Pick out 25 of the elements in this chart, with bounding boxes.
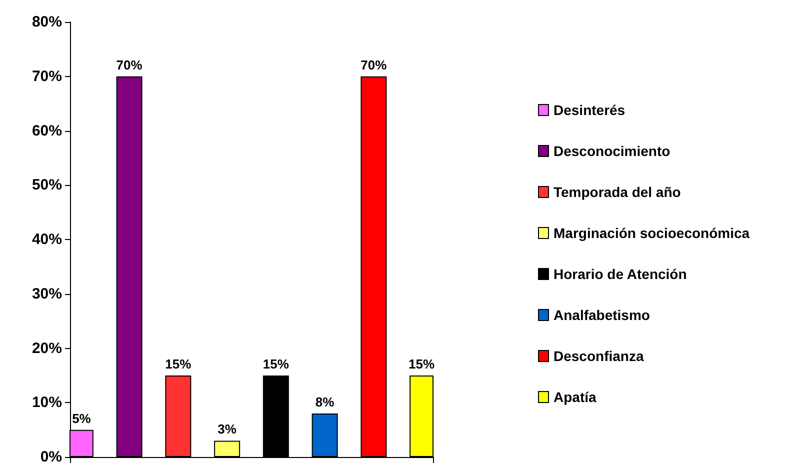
y-tick-label: 20% — [32, 340, 62, 357]
legend-label: Desconfianza — [554, 348, 644, 364]
y-tick-label: 0% — [40, 448, 62, 465]
data-label: 3% — [218, 422, 237, 437]
data-label: 70% — [360, 57, 388, 72]
legend-label: Marginación socioeconómica — [554, 225, 750, 241]
legend-label: Apatía — [554, 389, 596, 405]
data-label: 15% — [408, 356, 435, 372]
y-tick-label: 10% — [32, 394, 62, 412]
data-label: 70% — [116, 57, 143, 72]
y-tick-label: 60% — [32, 122, 62, 140]
y-tick-label: 40% — [32, 231, 62, 248]
data-label: 15% — [165, 356, 192, 372]
y-tick-label: 70% — [32, 68, 62, 85]
legend-label: Temporada del año — [554, 184, 681, 200]
y-tick-label: 30% — [32, 285, 62, 302]
legend-label: Analfabetismo — [554, 307, 650, 323]
data-label: 15% — [262, 356, 290, 372]
legend-label: Desinterés — [554, 102, 626, 118]
data-label: 8% — [315, 394, 335, 410]
y-tick-label: 80% — [32, 14, 62, 30]
legend-label: Horario de Atención — [554, 266, 687, 282]
data-label: 5% — [72, 410, 92, 426]
legend-label: Desconocimiento — [554, 143, 670, 159]
y-tick-label: 50% — [32, 176, 62, 194]
